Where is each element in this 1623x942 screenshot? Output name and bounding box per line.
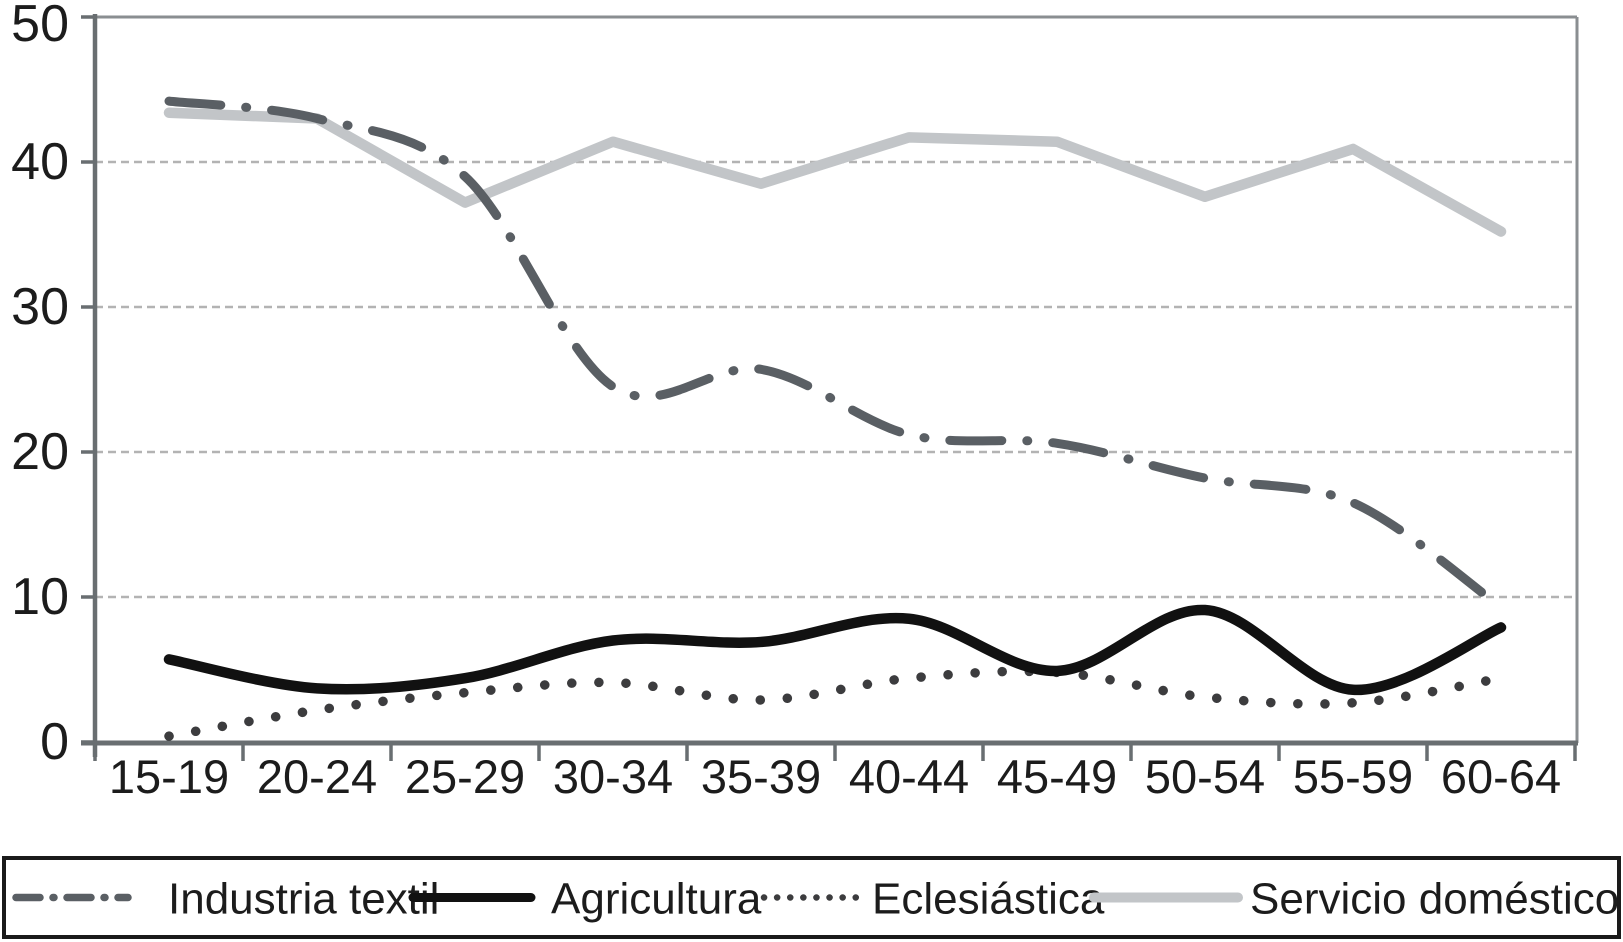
x-category-label: 40-44 bbox=[849, 750, 969, 803]
y-tick-label: 40 bbox=[11, 133, 69, 191]
series-line-industria-textil bbox=[164, 96, 1506, 612]
y-tick-label: 10 bbox=[11, 568, 69, 626]
axes bbox=[81, 14, 1579, 761]
x-category-label: 50-54 bbox=[1145, 750, 1265, 803]
legend-item-servicio-domestico: Servicio doméstico bbox=[1089, 875, 1619, 924]
series-lines bbox=[163, 96, 1507, 741]
legend: Industria textil Agricultura Eclesiástica S… bbox=[2, 856, 1621, 939]
x-category-label: 30-34 bbox=[553, 750, 673, 803]
series-line-agricultura bbox=[163, 604, 1507, 696]
gridlines bbox=[95, 160, 1577, 599]
y-tick-label: 0 bbox=[40, 713, 69, 771]
series-line-eclesiastica bbox=[164, 666, 1506, 741]
y-tick-label: 30 bbox=[11, 278, 69, 336]
legend-item-industria-textil: Industria textil bbox=[12, 875, 439, 924]
y-tick-label: 20 bbox=[11, 423, 69, 481]
x-category-label: 45-49 bbox=[997, 750, 1117, 803]
x-category-label: 15-19 bbox=[109, 750, 229, 803]
legend-box bbox=[2, 856, 1621, 939]
y-tick-label: 50 bbox=[11, 0, 69, 53]
x-category-label: 25-29 bbox=[405, 750, 525, 803]
series-line-servicio-domestico bbox=[163, 107, 1507, 237]
legend-label: Servicio doméstico bbox=[1250, 875, 1619, 924]
legend-label: Eclesiástica bbox=[872, 875, 1105, 924]
legend-label: Industria textil bbox=[168, 875, 439, 924]
legend-label: Agricultura bbox=[551, 875, 762, 924]
x-category-label: 55-59 bbox=[1293, 750, 1413, 803]
y-axis-labels: 0 10 20 30 40 50 bbox=[11, 0, 69, 771]
legend-item-agricultura: Agricultura bbox=[408, 875, 762, 924]
x-category-label: 35-39 bbox=[701, 750, 821, 803]
x-category-label: 20-24 bbox=[257, 750, 377, 803]
x-axis-labels: 15-19 20-24 25-29 30-34 35-39 40-44 45-49 50-54… bbox=[109, 750, 1561, 803]
legend-item-eclesiastica: Eclesiástica bbox=[760, 875, 1105, 924]
x-category-label: 60-64 bbox=[1441, 750, 1561, 803]
